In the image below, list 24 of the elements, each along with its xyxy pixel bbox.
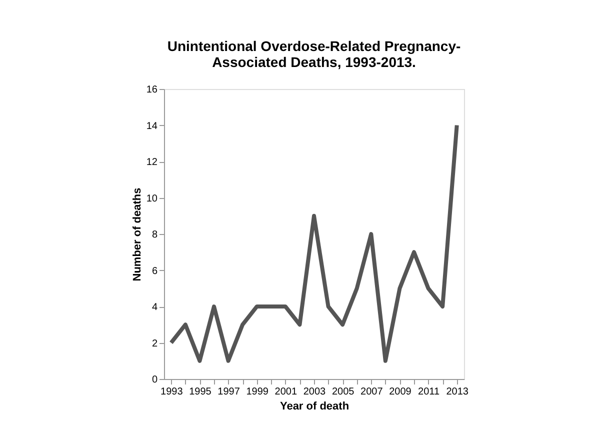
- y-tick-label: 12: [146, 157, 158, 168]
- x-tick-label: 2003: [303, 386, 326, 398]
- x-tick-label: 1993: [160, 386, 184, 398]
- x-tick-label: 1997: [218, 386, 240, 398]
- y-tick-label: 14: [146, 120, 158, 132]
- x-tick-label: 2001: [274, 386, 298, 398]
- x-tick-label: 2013: [446, 386, 469, 398]
- chart-title: Unintentional Overdose-Related Pregnancy-Associated Deaths, 1993-2013.: [167, 38, 461, 70]
- line-series: [169, 123, 459, 363]
- x-tick-label: 2007: [360, 386, 384, 398]
- y-axis-title: Number of deaths: [131, 188, 144, 282]
- x-tick-label: 2011: [418, 386, 440, 398]
- x-tick-label: 2009: [389, 386, 412, 398]
- y-tick-label: 2: [152, 338, 158, 350]
- y-tick-label: 16: [146, 84, 158, 96]
- x-tick-label: 1995: [189, 386, 212, 398]
- y-tick-label: 8: [152, 230, 158, 240]
- y-tick-label: 4: [152, 302, 158, 313]
- x-tick-label: 2005: [332, 386, 355, 398]
- x-axis-title: Year of death: [280, 400, 350, 412]
- y-tick-label: 10: [146, 193, 158, 204]
- y-tick-label: 6: [152, 266, 158, 277]
- x-tick-label: 1999: [246, 386, 269, 398]
- y-tick-label: 0: [152, 374, 158, 386]
